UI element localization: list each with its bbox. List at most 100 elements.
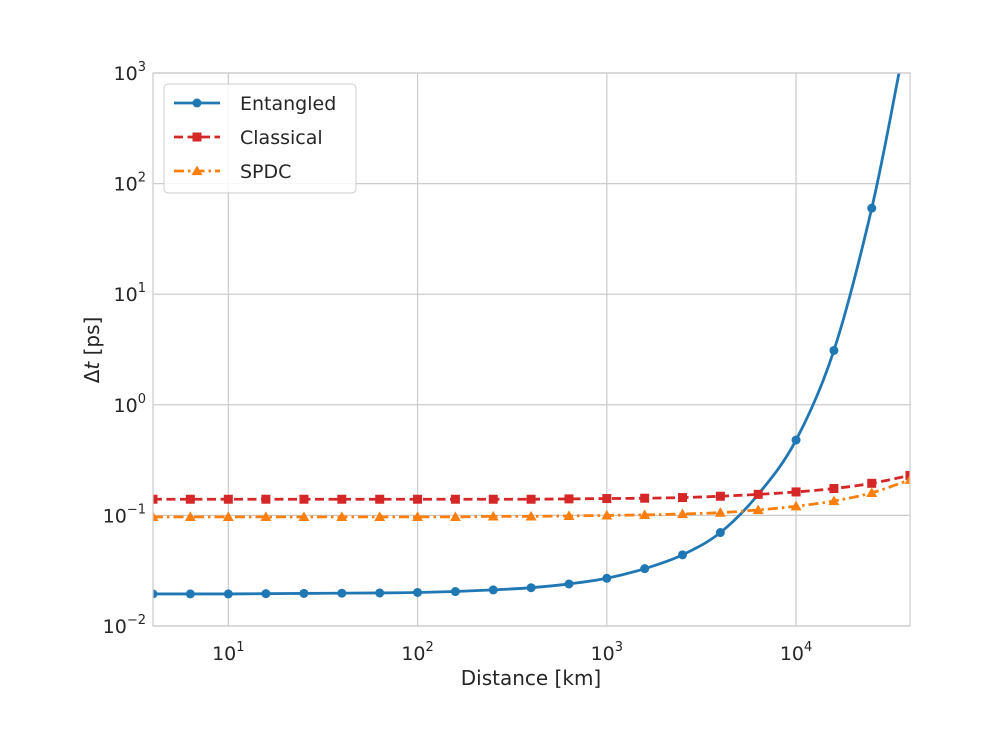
x-axis-label: Distance [km]: [461, 666, 601, 690]
data-point-entangled-8: [450, 587, 460, 597]
data-point-classical-10: [526, 494, 536, 504]
y-tick-base: 10: [114, 395, 138, 417]
y-tick-label-0: 10−2: [103, 613, 146, 638]
x-tick-base: 10: [401, 643, 425, 665]
x-tick-label-1: 102: [401, 640, 433, 665]
data-point-spdc-5: [336, 511, 348, 521]
x-tick-exp: 2: [426, 640, 434, 655]
data-point-spdc-13: [639, 509, 651, 520]
data-point-classical-18: [829, 484, 839, 494]
data-point-spdc-3: [260, 511, 272, 521]
data-point-classical-4: [299, 494, 309, 504]
data-point-entangled-1: [185, 589, 195, 599]
data-point-spdc-16: [752, 504, 764, 515]
data-point-entangled-9: [488, 585, 498, 595]
y-axis-label: Δt [ps]: [80, 317, 104, 384]
data-point-entangled-6: [375, 588, 385, 598]
data-point-classical-14: [678, 493, 688, 503]
data-point-spdc-19: [866, 487, 878, 497]
data-point-entangled-7: [413, 587, 423, 597]
y-axis-label-unit: [ps]: [80, 317, 104, 362]
data-point-spdc-18: [828, 495, 840, 506]
x-tick-base: 10: [212, 643, 236, 665]
data-point-spdc-6: [374, 511, 386, 521]
data-point-entangled-2: [223, 589, 233, 599]
data-point-classical-12: [602, 494, 612, 504]
data-point-spdc-7: [412, 511, 424, 521]
data-point-spdc-12: [601, 509, 613, 520]
data-point-classical-1: [185, 494, 195, 504]
x-tick-label-2: 103: [591, 640, 623, 665]
x-tick-exp: 1: [236, 640, 244, 655]
data-point-spdc-20: [904, 474, 910, 484]
data-point-spdc-10: [525, 510, 537, 521]
data-point-spdc-11: [563, 510, 575, 521]
data-point-spdc-4: [298, 511, 310, 521]
data-point-classical-20: [905, 470, 910, 480]
series-classical: [153, 470, 910, 504]
y-tick-exp: 3: [138, 60, 146, 75]
y-tick-label-2: 100: [114, 392, 146, 417]
y-tick-base: 10: [103, 505, 127, 527]
series-layer: [153, 73, 910, 599]
data-point-classical-17: [791, 487, 801, 497]
data-point-spdc-17: [790, 500, 802, 511]
data-point-classical-15: [715, 491, 725, 501]
legend-entry-entangled: Entangled: [174, 93, 336, 115]
x-tick-base: 10: [591, 643, 615, 665]
data-point-entangled-15: [715, 528, 725, 538]
y-tick-exp: −2: [127, 613, 146, 628]
y-tick-label-5: 103: [114, 60, 146, 85]
x-tick-labels: 101 102 103 104: [212, 640, 812, 665]
data-point-spdc-8: [449, 511, 461, 521]
y-tick-base: 10: [103, 616, 127, 638]
data-point-spdc-2: [222, 511, 234, 521]
y-tick-exp: 2: [138, 171, 146, 186]
legend-label-classical: Classical: [240, 127, 323, 149]
x-tick-base: 10: [780, 643, 804, 665]
y-tick-label-1: 10−1: [103, 502, 146, 527]
x-tick-exp: 3: [615, 640, 623, 655]
legend-entry-classical: Classical: [174, 127, 323, 149]
series-spdc: [153, 474, 910, 521]
y-tick-base: 10: [114, 284, 138, 306]
data-point-entangled-5: [337, 588, 347, 598]
data-point-classical-19: [867, 478, 877, 488]
legend-marker-entangled: [192, 98, 202, 108]
y-tick-exp: 1: [138, 281, 146, 296]
data-point-entangled-0: [153, 589, 158, 599]
data-point-entangled-17: [791, 435, 801, 445]
data-point-classical-11: [564, 494, 574, 504]
y-tick-base: 10: [114, 63, 138, 85]
data-point-classical-5: [337, 494, 347, 504]
data-point-entangled-18: [829, 345, 839, 355]
data-point-classical-13: [640, 493, 650, 503]
data-point-classical-0: [153, 494, 158, 504]
data-point-classical-6: [375, 494, 385, 504]
data-point-entangled-12: [602, 573, 612, 583]
series-entangled: [153, 73, 901, 599]
data-point-entangled-4: [299, 588, 309, 598]
data-point-entangled-13: [640, 564, 650, 574]
legend-label-spdc: SPDC: [240, 161, 291, 183]
data-point-entangled-19: [867, 203, 877, 213]
y-tick-label-3: 101: [114, 281, 146, 306]
data-point-spdc-14: [677, 508, 689, 519]
data-point-classical-3: [261, 494, 271, 504]
legend-label-entangled: Entangled: [240, 93, 336, 115]
data-point-classical-16: [753, 489, 763, 499]
y-tick-label-4: 102: [114, 171, 146, 196]
data-point-entangled-11: [564, 579, 574, 589]
data-point-spdc-0: [153, 511, 159, 521]
y-tick-exp: −1: [127, 502, 146, 517]
y-tick-base: 10: [114, 174, 138, 196]
data-point-spdc-1: [184, 511, 196, 521]
data-point-spdc-15: [714, 507, 726, 517]
series-line-entangled: [153, 73, 901, 596]
x-tick-exp: 4: [804, 640, 812, 655]
data-point-entangled-3: [261, 589, 271, 599]
data-point-entangled-10: [526, 583, 536, 593]
x-tick-label-3: 104: [780, 640, 812, 665]
